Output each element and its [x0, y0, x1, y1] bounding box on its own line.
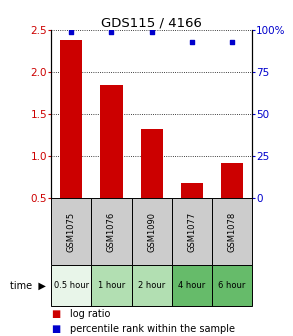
Point	[230, 39, 234, 45]
Bar	[221, 163, 243, 198]
Text: 6 hour: 6 hour	[218, 281, 246, 290]
Title: GDS115 / 4166: GDS115 / 4166	[101, 16, 202, 29]
Text: 0.5 hour: 0.5 hour	[54, 281, 89, 290]
Bar	[212, 198, 252, 265]
Text: 4 hour: 4 hour	[178, 281, 205, 290]
Point	[190, 39, 194, 45]
Text: GSM1078: GSM1078	[227, 212, 236, 252]
Point	[69, 29, 74, 35]
Text: time  ▶: time ▶	[10, 281, 45, 291]
Bar	[212, 265, 252, 306]
Text: GSM1075: GSM1075	[67, 212, 76, 252]
Bar	[132, 198, 172, 265]
Text: 1 hour: 1 hour	[98, 281, 125, 290]
Bar	[132, 265, 172, 306]
Bar	[141, 129, 163, 198]
Text: GSM1090: GSM1090	[147, 212, 156, 252]
Text: GSM1076: GSM1076	[107, 212, 116, 252]
Bar	[91, 198, 132, 265]
Text: 2 hour: 2 hour	[138, 281, 165, 290]
Bar	[91, 265, 132, 306]
Text: ■: ■	[51, 324, 61, 334]
Bar	[51, 198, 91, 265]
Bar	[181, 183, 203, 198]
Point	[149, 29, 154, 35]
Bar	[60, 40, 82, 198]
Bar	[51, 265, 91, 306]
Point	[109, 29, 114, 35]
Text: log ratio: log ratio	[70, 309, 111, 319]
Text: percentile rank within the sample: percentile rank within the sample	[70, 324, 235, 334]
Text: ■: ■	[51, 309, 61, 319]
Bar	[100, 85, 122, 198]
Text: GSM1077: GSM1077	[187, 212, 196, 252]
Bar	[172, 265, 212, 306]
Bar	[172, 198, 212, 265]
